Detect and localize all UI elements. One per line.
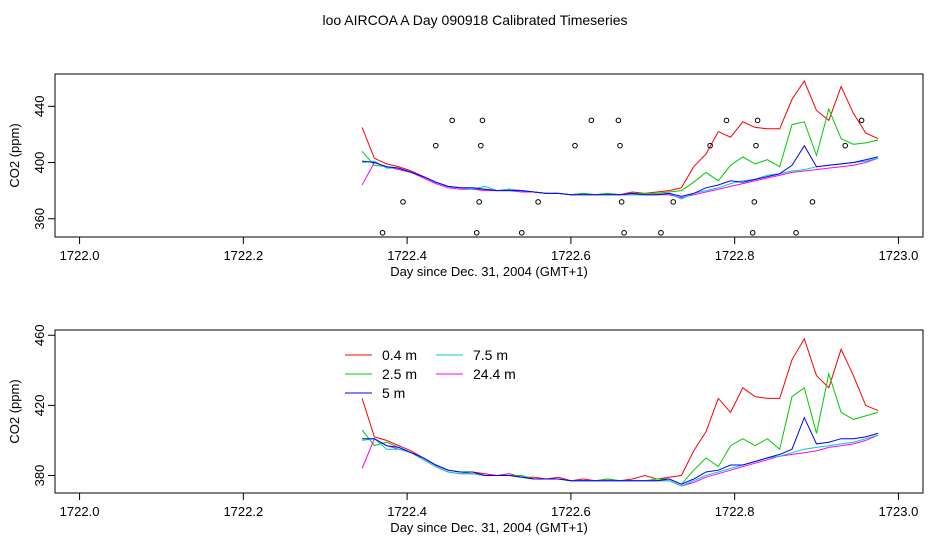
series-line-7-5-mm	[362, 434, 879, 487]
data-point	[572, 142, 578, 149]
y-axis-label: CO2 (ppm)	[7, 123, 22, 187]
x-tick-label: 1722.2	[223, 504, 263, 519]
series-line-5-mm	[362, 416, 879, 485]
x-axis-label: Day since Dec. 31, 2004 (GMT+1)	[390, 264, 588, 279]
y-axis-label: CO2 (ppm)	[7, 379, 22, 443]
data-point	[858, 117, 865, 124]
data-point	[478, 142, 484, 149]
data-point	[617, 142, 623, 149]
y-tick-label: 360	[32, 208, 47, 230]
legend-label: 0.4 m	[382, 347, 417, 363]
data-point	[518, 229, 525, 236]
bottom-panel: 1722.0 1722.2 1722.4 1722.6 1722.8 1723.0 380 4…	[7, 324, 924, 535]
data-point	[809, 199, 816, 205]
data-point	[707, 142, 713, 149]
data-point	[432, 142, 439, 149]
series-line-24-4-mm	[361, 434, 879, 487]
y-tick-label: 460	[32, 324, 47, 346]
plot-frame	[54, 73, 924, 238]
data-point	[751, 199, 758, 205]
data-point	[754, 117, 761, 124]
data-point	[621, 229, 627, 236]
data-point	[400, 199, 406, 205]
data-point	[535, 199, 541, 205]
x-tick-label: 1722.8	[715, 248, 755, 263]
data-point	[379, 229, 386, 236]
x-tick-label: 1722.6	[551, 504, 591, 519]
legend-label: 7.5 m	[473, 347, 508, 363]
x-tick-label: 1723.0	[879, 504, 919, 519]
data-layer	[361, 337, 879, 487]
x-tick-label: 1722.8	[715, 504, 755, 519]
data-point	[615, 117, 622, 124]
data-point	[749, 229, 756, 236]
data-point	[449, 117, 455, 124]
data-point	[479, 117, 486, 124]
series-line-2-5-mm	[361, 371, 879, 485]
chart-title: loo AIRCOA A Day 090918 Calibrated Times…	[322, 12, 627, 28]
series-line-7-5-mm	[362, 157, 879, 200]
x-tick-label: 1722.4	[387, 248, 427, 263]
data-point	[618, 199, 625, 205]
y-tick-label: 440	[32, 95, 47, 117]
x-tick-label: 1722.4	[387, 504, 427, 519]
data-point	[793, 229, 799, 236]
legend-label: 5 m	[382, 385, 405, 401]
x-axis-label: Day since Dec. 31, 2004 (GMT+1)	[390, 520, 588, 535]
series-line-24-4-mm	[361, 157, 879, 199]
data-point	[723, 117, 730, 124]
plot-frame	[54, 329, 924, 494]
x-tick-label: 1722.0	[60, 248, 100, 263]
data-point	[842, 142, 849, 149]
y-tick-label: 420	[32, 395, 47, 417]
data-point	[670, 199, 677, 205]
y-tick-label: 380	[32, 465, 47, 487]
series-line-0-4-mm	[361, 79, 879, 196]
data-point	[588, 117, 595, 124]
x-tick-label: 1722.6	[551, 248, 591, 263]
series-line-0-4-mm	[361, 337, 879, 482]
legend-label: 24.4 m	[473, 366, 516, 382]
series-line-5-mm	[362, 144, 879, 197]
top-panel: 1722.0 1722.2 1722.4 1722.6 1722.8 1723.0 360 4…	[7, 73, 924, 279]
x-tick-label: 1722.0	[60, 504, 100, 519]
y-tick-label: 400	[32, 152, 47, 174]
data-point	[473, 229, 480, 236]
data-point	[658, 229, 664, 236]
x-tick-label: 1722.2	[223, 248, 263, 263]
data-point	[753, 142, 759, 149]
data-layer	[361, 79, 879, 236]
legend-label: 2.5 m	[382, 366, 417, 382]
data-point	[476, 199, 482, 205]
x-tick-label: 1723.0	[879, 248, 919, 263]
legend: 0.4 m 2.5 m 5 m 7.5 m 24.4 m	[345, 347, 516, 401]
